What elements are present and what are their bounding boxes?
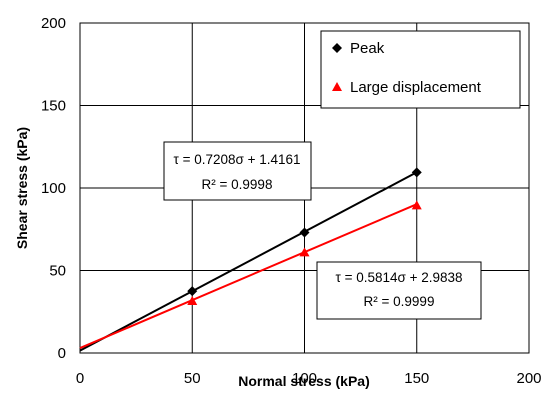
legend-peak-label: Peak	[350, 40, 385, 57]
large-displacement-r2-text: R² = 0.9999	[364, 294, 435, 309]
peak-r2-text: R² = 0.9998	[202, 177, 273, 192]
legend-large-displacement-label: Large displacement	[350, 79, 482, 96]
large-displacement-data-point	[187, 296, 198, 306]
data-markers	[187, 167, 422, 306]
large-displacement-fit-line	[79, 203, 418, 349]
peak-equation-box	[163, 141, 312, 201]
y-tick-label: 200	[41, 15, 66, 32]
x-axis-title: Normal stress (kPa)	[238, 373, 370, 389]
plot-area-border	[79, 22, 530, 354]
x-tick-label: 0	[76, 370, 84, 387]
y-tick-label: 150	[41, 98, 66, 115]
y-tick-label: 100	[41, 180, 66, 197]
x-tick-label: 200	[516, 370, 541, 387]
fit-lines	[79, 171, 418, 352]
tick-labels: 0 50 100 150 200 0 50 100 150 200	[41, 15, 542, 387]
large-displacement-data-point	[299, 247, 310, 257]
y-tick-label: 0	[58, 345, 66, 362]
large-displacement-equation-text: τ = 0.5814σ + 2.9838	[335, 270, 462, 285]
legend: Peak Large displacement	[320, 30, 521, 109]
peak-data-point	[411, 167, 422, 178]
peak-equation-annotation: τ = 0.7208σ + 1.4161 R² = 0.9998	[163, 141, 312, 201]
legend-peak-marker	[332, 43, 342, 53]
legend-large-displacement-marker	[332, 82, 342, 91]
peak-fit-line	[79, 171, 418, 352]
large-displacement-equation-annotation: τ = 0.5814σ + 2.9838 R² = 0.9999	[316, 261, 482, 320]
x-tick-label: 100	[292, 370, 317, 387]
large-displacement-data-point	[411, 200, 422, 210]
peak-data-point	[299, 227, 310, 238]
y-tick-label: 50	[49, 263, 66, 280]
peak-equation-text: τ = 0.7208σ + 1.4161	[173, 152, 300, 167]
x-tick-label: 150	[404, 370, 429, 387]
y-axis-title: Shear stress (kPa)	[14, 127, 30, 249]
legend-box	[320, 30, 521, 109]
large-displacement-equation-box	[316, 261, 482, 320]
peak-data-point	[187, 286, 198, 297]
x-tick-label: 50	[184, 370, 201, 387]
